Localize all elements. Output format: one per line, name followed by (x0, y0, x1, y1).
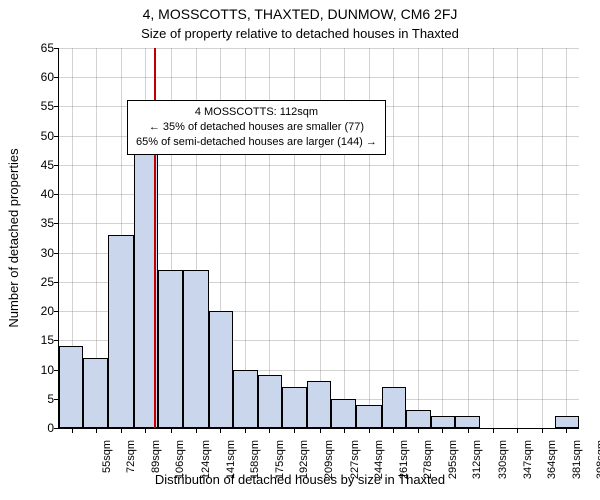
gridline-v (418, 48, 419, 428)
histogram-bar (282, 387, 306, 428)
x-tick-label: 106sqm (174, 440, 186, 480)
y-tick-label: 5 (14, 392, 54, 406)
y-tick-label: 55 (14, 99, 54, 113)
x-tick-label: 158sqm (249, 440, 261, 480)
histogram-bar (258, 375, 282, 428)
histogram-plot: 4 MOSSCOTTS: 112sqm ← 35% of detached ho… (58, 48, 579, 429)
x-tick-label: 209sqm (323, 440, 335, 480)
x-tick-label: 278sqm (422, 440, 434, 480)
histogram-bar (209, 311, 233, 428)
y-tick-label: 65 (14, 41, 54, 55)
gridline-v (493, 48, 494, 428)
x-tick-label: 381sqm (571, 440, 583, 480)
histogram-bar (406, 410, 430, 428)
x-tick-label: 227sqm (349, 440, 361, 480)
gridline-v (468, 48, 469, 428)
histogram-bar (108, 235, 134, 428)
y-tick-label: 30 (14, 246, 54, 260)
x-tick-label: 364sqm (546, 440, 558, 480)
y-tick-label: 50 (14, 129, 54, 143)
gridline-v (566, 48, 567, 428)
gridline-v (542, 48, 543, 428)
annotation-line-1: 4 MOSSCOTTS: 112sqm (136, 105, 377, 120)
x-tick-label: 55sqm (101, 440, 113, 480)
annotation-line-3: 65% of semi-detached houses are larger (… (136, 135, 377, 150)
histogram-bar (455, 416, 479, 428)
histogram-bar (331, 399, 355, 428)
y-tick-label: 10 (14, 363, 54, 377)
histogram-bar (83, 358, 107, 428)
chart-subtitle: Size of property relative to detached ho… (0, 26, 600, 41)
x-tick-label: 72sqm (125, 440, 137, 480)
x-tick-label: 312sqm (471, 440, 483, 480)
page-title: 4, MOSSCOTTS, THAXTED, DUNMOW, CM6 2FJ (0, 6, 600, 22)
x-tick-label: 124sqm (200, 440, 212, 480)
histogram-bar (307, 381, 331, 428)
histogram-bar (382, 387, 406, 428)
x-tick-label: 330sqm (497, 440, 509, 480)
y-axis-label: Number of detached properties (6, 148, 21, 327)
y-tick-label: 40 (14, 187, 54, 201)
histogram-bar (356, 405, 382, 428)
x-tick-label: 261sqm (398, 440, 410, 480)
gridline-v (517, 48, 518, 428)
annotation-line-2: ← 35% of detached houses are smaller (77… (136, 120, 377, 135)
histogram-bar (431, 416, 455, 428)
x-tick-label: 192sqm (298, 440, 310, 480)
histogram-bar (183, 270, 209, 428)
y-tick-label: 35 (14, 216, 54, 230)
x-tick-label: 347sqm (522, 440, 534, 480)
x-tick-label: 89sqm (150, 440, 162, 480)
x-tick-label: 398sqm (595, 440, 600, 480)
x-tick-label: 244sqm (373, 440, 385, 480)
y-tick-label: 0 (14, 421, 54, 435)
x-tick-label: 175sqm (274, 440, 286, 480)
histogram-bar (555, 416, 579, 428)
histogram-bar (158, 270, 182, 428)
y-tick-label: 60 (14, 70, 54, 84)
y-tick-label: 20 (14, 304, 54, 318)
y-tick-label: 45 (14, 158, 54, 172)
y-tick-label: 25 (14, 275, 54, 289)
histogram-bar (59, 346, 83, 428)
x-tick-label: 295sqm (447, 440, 459, 480)
annotation-box: 4 MOSSCOTTS: 112sqm ← 35% of detached ho… (127, 100, 386, 155)
y-tick-label: 15 (14, 333, 54, 347)
histogram-bar (233, 370, 257, 428)
gridline-v (393, 48, 394, 428)
gridline-v (442, 48, 443, 428)
x-tick-label: 141sqm (225, 440, 237, 480)
